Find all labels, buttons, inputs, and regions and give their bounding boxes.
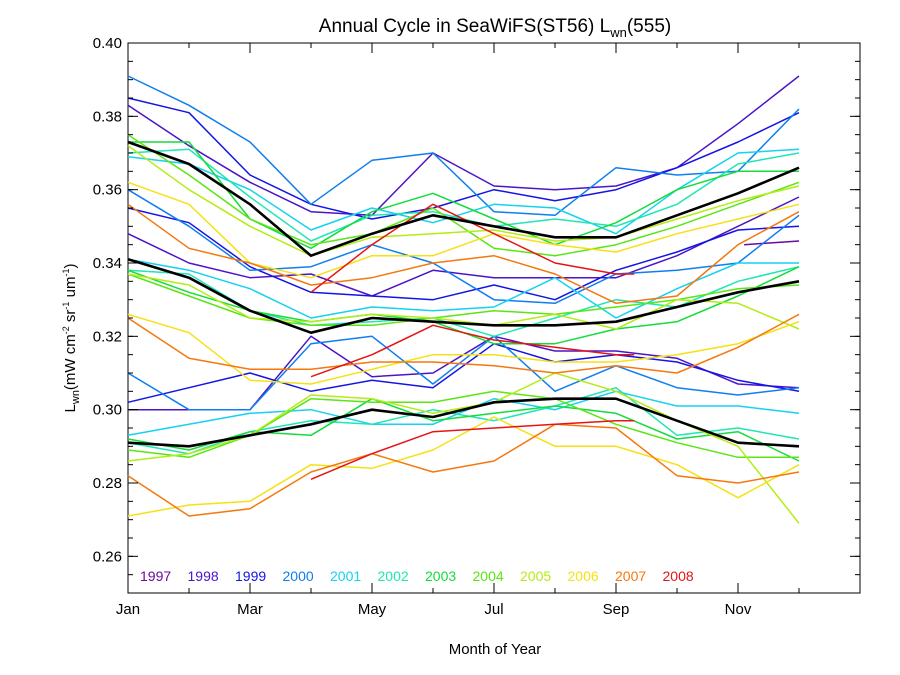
title-main: Annual Cycle in SeaWiFS(ST56) L bbox=[319, 16, 610, 37]
series-line-8 bbox=[127, 207, 800, 301]
y-tick-label-2: 0.30 bbox=[93, 402, 122, 419]
series-line-11 bbox=[127, 189, 800, 305]
x-tick-label-5: Nov bbox=[725, 601, 752, 618]
legend-item-2005: 2005 bbox=[520, 568, 551, 584]
x-tick-label-0: Jan bbox=[116, 601, 140, 618]
series-line-19 bbox=[128, 141, 799, 250]
series-line-22 bbox=[127, 134, 800, 257]
y-unit-exponent: -2 bbox=[61, 326, 71, 334]
y-tick-label-7: 0.40 bbox=[93, 35, 122, 52]
y-tick-label-6: 0.38 bbox=[93, 108, 122, 125]
legend-item-2007: 2007 bbox=[615, 568, 646, 584]
series-line-4 bbox=[127, 75, 800, 217]
x-tick-label-4: Sep bbox=[603, 601, 630, 618]
series-line-10 bbox=[127, 75, 800, 217]
series-line-16 bbox=[127, 148, 800, 242]
series-line-23 bbox=[127, 273, 800, 327]
legend-item-2008: 2008 bbox=[663, 568, 694, 584]
y-tick-label-3: 0.32 bbox=[93, 328, 122, 345]
mean-line-0 bbox=[127, 140, 800, 257]
series-line-15 bbox=[127, 390, 800, 437]
mean-line-2 bbox=[127, 397, 800, 448]
series-line-33 bbox=[127, 423, 800, 517]
series-line-36 bbox=[310, 419, 635, 480]
series-layer bbox=[127, 75, 800, 524]
svg-text:Lwn(mW cm-2 sr-1 um-1): Lwn(mW cm-2 sr-1 um-1) bbox=[61, 264, 82, 413]
x-tick-label-3: Jul bbox=[484, 601, 503, 618]
series-line-32 bbox=[127, 313, 800, 374]
legend-item-2002: 2002 bbox=[378, 568, 409, 584]
legend-item-1997: 1997 bbox=[140, 568, 171, 584]
y-label-sub: wn bbox=[70, 390, 82, 405]
y-unit-part: sr bbox=[62, 310, 79, 327]
legend-item-2006: 2006 bbox=[568, 568, 599, 584]
legend-item-2000: 2000 bbox=[283, 568, 314, 584]
series-line-29 bbox=[127, 313, 800, 385]
legend: 1997 1998 1999 2000 2001 2002 2003 2004 2005 2006… bbox=[140, 568, 694, 584]
y-unit-exponent: -1 bbox=[61, 302, 71, 310]
legend-item-2001: 2001 bbox=[330, 568, 361, 584]
x-tick-label-2: May bbox=[358, 601, 387, 618]
series-line-5 bbox=[127, 196, 800, 297]
chart-title: Annual Cycle in SeaWiFS(ST56) Lwn(555) bbox=[319, 16, 671, 40]
y-unit-part: um bbox=[62, 277, 79, 302]
series-line-30 bbox=[127, 416, 800, 517]
series-line-31 bbox=[127, 203, 800, 305]
x-axis-label: Month of Year bbox=[449, 641, 542, 658]
axes-layer: 0.26 0.28 0.30 0.32 0.34 0.36 0.38 0.40 Jan Mar Ma… bbox=[93, 35, 861, 618]
y-unit-part: ) bbox=[62, 264, 79, 269]
series-line-25 bbox=[127, 145, 800, 257]
series-line-34 bbox=[310, 203, 635, 293]
series-line-7 bbox=[127, 97, 800, 220]
mean-layer bbox=[127, 140, 800, 448]
series-line-6 bbox=[128, 335, 800, 411]
legend-item-2004: 2004 bbox=[473, 568, 504, 584]
mean-line-1 bbox=[127, 258, 800, 335]
y-tick-label-0: 0.26 bbox=[93, 548, 122, 565]
series-line-24 bbox=[127, 390, 799, 459]
series-line-21 bbox=[127, 397, 800, 462]
y-unit-exponent: -1 bbox=[61, 269, 71, 277]
series-line-9 bbox=[127, 342, 800, 404]
series-line-3 bbox=[744, 240, 800, 246]
y-tick-label-5: 0.36 bbox=[93, 182, 122, 199]
y-unit-part: (mW cm bbox=[62, 334, 79, 390]
series-line-26 bbox=[127, 273, 800, 330]
y-label-main: L bbox=[62, 404, 79, 412]
y-axis-label: Lwn(mW cm-2 sr-1 um-1) bbox=[61, 264, 82, 413]
legend-item-2003: 2003 bbox=[425, 568, 456, 584]
series-line-14 bbox=[127, 258, 799, 319]
series-line-35 bbox=[310, 324, 635, 378]
title-tail: (555) bbox=[627, 16, 671, 37]
y-tick-label-1: 0.28 bbox=[93, 475, 122, 492]
series-line-12 bbox=[127, 335, 800, 411]
x-tick-label-1: Mar bbox=[237, 601, 263, 618]
series-line-18 bbox=[127, 386, 800, 455]
series-line-28 bbox=[127, 181, 800, 279]
series-line-13 bbox=[127, 148, 800, 235]
y-tick-label-4: 0.34 bbox=[93, 255, 122, 272]
title-subscript: wn bbox=[609, 25, 627, 40]
legend-item-1999: 1999 bbox=[235, 568, 266, 584]
y-label-units: (mW cm-2 sr-1 um-1) bbox=[61, 264, 79, 391]
legend-item-1998: 1998 bbox=[188, 568, 219, 584]
